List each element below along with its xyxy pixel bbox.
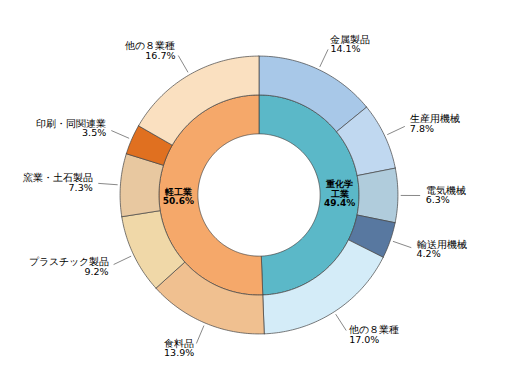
svg-text:輸送用機械4.2%: 輸送用機械4.2% bbox=[417, 239, 467, 260]
svg-text:重化学工業49.4%: 重化学工業49.4% bbox=[324, 179, 355, 208]
svg-text:生産用機械7.8%: 生産用機械7.8% bbox=[410, 113, 460, 133]
svg-text:金属製品14.1%: 金属製品14.1% bbox=[330, 34, 370, 55]
svg-text:電気機械6.3%: 電気機械6.3% bbox=[426, 185, 466, 206]
svg-text:他の８業種17.0%: 他の８業種17.0% bbox=[349, 324, 399, 345]
svg-text:軽工業50.6%: 軽工業50.6% bbox=[163, 187, 194, 206]
svg-text:プラスチック製品9.2%: プラスチック製品9.2% bbox=[29, 256, 109, 277]
svg-text:印刷・同関連業3.5%: 印刷・同関連業3.5% bbox=[36, 118, 106, 139]
svg-text:窯業・土石製品7.3%: 窯業・土石製品7.3% bbox=[23, 172, 93, 193]
svg-text:食料品13.9%: 食料品13.9% bbox=[164, 338, 194, 359]
svg-text:他の８業種16.7%: 他の８業種16.7% bbox=[125, 40, 175, 61]
